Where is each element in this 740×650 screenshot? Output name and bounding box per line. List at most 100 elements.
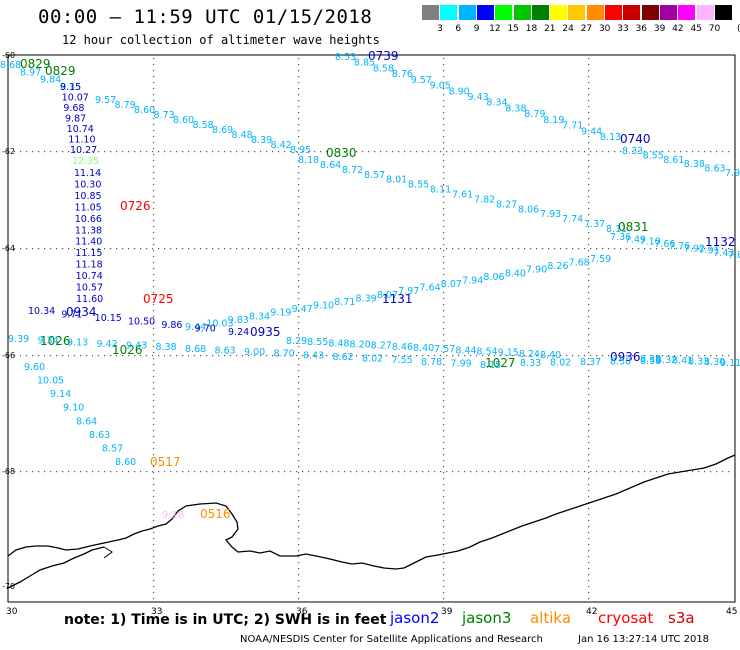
timestamp: Jan 16 13:27:14 UTC 2018 [578, 634, 710, 645]
wave-labels: 07398.538.858.588.769.579.058.909.438.34… [0, 49, 740, 521]
wave-height-label: 8.55 [643, 150, 664, 161]
legend-label: 24 [562, 24, 574, 34]
pass-time-label: 0740 [620, 132, 651, 146]
legend-label: 6 [455, 24, 462, 34]
wave-height-label: 9.84 [40, 75, 61, 86]
pass-time-label: 1131 [382, 292, 413, 306]
wave-height-label: 10.07 [62, 93, 89, 104]
wave-height-label: 8.29 [286, 336, 307, 347]
wave-height-label: 8.40 [505, 268, 526, 279]
legend-label: 39 [653, 24, 666, 34]
wave-height-label: 7.43 [713, 248, 734, 259]
wave-height-label: 8.58 [640, 356, 661, 367]
wave-height-label: 8.79 [524, 109, 545, 120]
wave-height-label: 9.47 [292, 304, 313, 315]
wave-height-label: 9.44 [581, 126, 602, 137]
legend-label: 21 [544, 24, 556, 34]
wave-height-label: 8.38 [156, 342, 177, 353]
satellite-cryosat: cryosat [598, 609, 654, 627]
wave-height-label: 7.61 [452, 190, 473, 201]
wave-height-label: 8.27 [371, 341, 392, 352]
wave-height-label: 7.55 [392, 355, 413, 366]
wave-height-label: 7.59 [590, 254, 611, 265]
wave-height-label: 8.61 [663, 155, 684, 166]
wave-height-label: 7.74 [562, 214, 583, 225]
lat-label: -70 [2, 582, 15, 591]
wave-height-label: 8.44 [455, 345, 476, 356]
wave-height-label: 9.24 [228, 327, 249, 338]
wave-height-label: 8.42 [271, 140, 292, 151]
wave-height-label: 8.13 [600, 132, 621, 143]
wave-height-label: 8.33 [688, 356, 709, 367]
wave-height-label: 8.15 [480, 360, 501, 371]
credit-line: NOAA/NESDIS Center for Satellite Applica… [240, 634, 543, 645]
wave-height-label: 8.33 [622, 146, 643, 157]
wave-height-label: 8.24 [519, 349, 540, 360]
wave-height-label: 9.71 [61, 310, 82, 321]
legend-swatch [440, 5, 458, 20]
graticule: -60 -62 -64 -66 -68 -70 30 33 36 39 42 45 [2, 51, 737, 617]
map-title: 00:00 – 11:59 UTC 01/15/2018 [38, 6, 373, 28]
wave-height-label: 8.30 [704, 357, 725, 368]
wave-height-label: 8.69 [212, 125, 233, 136]
legend-swatch [550, 5, 568, 20]
wave-height-label: 8.19 [543, 115, 564, 126]
coastline [7, 454, 736, 589]
lon-label: 45 [726, 607, 737, 617]
wave-height-label: 9.87 [65, 114, 86, 125]
wave-height-label: 9.15 [498, 348, 519, 359]
pass-time-label: 0830 [326, 146, 357, 160]
wave-height-label: 8.54 [477, 347, 498, 358]
wave-height-label: 8.95 [290, 145, 311, 156]
wave-height-label: 9.18 [162, 510, 184, 521]
wave-height-label: 7.10 [640, 237, 661, 248]
wave-height-label: 9.13 [67, 337, 88, 348]
wave-height-label: 8.41 [672, 356, 693, 367]
wave-height-label: 8.64 [320, 160, 341, 171]
wave-height-label: 9.83 [228, 315, 249, 326]
wave-height-label: 8.27 [496, 199, 517, 210]
wave-height-label: 8.34 [249, 311, 270, 322]
legend-swatch [495, 5, 513, 20]
wave-height-label: 9.42 [97, 339, 118, 350]
wave-height-label: 11.40 [75, 237, 102, 248]
pass-time-label: 0829 [20, 57, 51, 71]
legend-label: 18 [525, 24, 538, 34]
wave-height-label: 9.05 [430, 81, 451, 92]
wave-height-label: 8.60 [134, 105, 155, 116]
legend-swatch [586, 5, 604, 20]
wave-height-label: 9.43 [468, 92, 489, 103]
wave-height-label: 7.97 [398, 286, 419, 297]
wave-height-label: 8.63 [89, 430, 110, 441]
wave-height-label: 7.66 [654, 239, 675, 250]
pass-time-label: 0516 [200, 507, 231, 521]
satellite-jason2: jason2 [390, 609, 440, 627]
legend-label: 70 [708, 24, 721, 34]
wave-height-label: 8.06 [483, 272, 504, 283]
wave-height-label: 9.34 [38, 336, 59, 347]
wave-height-label: 7.92 [684, 243, 705, 254]
wave-height-label: 9.14 [50, 389, 71, 400]
wave-height-label: 10.74 [76, 271, 103, 282]
legend-label: 45 [690, 24, 702, 34]
lon-label: 30 [6, 607, 18, 617]
wave-height-label: 10.74 [67, 124, 94, 135]
wave-height-label: 11.10 [68, 135, 95, 146]
wave-height-label: 8.06 [518, 204, 539, 215]
wave-height-label: 9.70 [195, 324, 216, 335]
pass-time-label: 0936 [610, 350, 641, 364]
wave-height-label: 9.44 [185, 322, 206, 333]
wave-height-label: 9.57 [95, 95, 116, 106]
wave-height-label: 10.34 [28, 306, 55, 317]
wave-height-label: 9.60 [24, 362, 45, 373]
wave-height-label: 8.78 [421, 357, 442, 368]
wave-height-label: 11.18 [75, 260, 102, 271]
pass-time-label: 0739 [368, 49, 399, 63]
legend-label: 12 [489, 24, 501, 34]
satellite-altika: altika [530, 609, 572, 627]
wave-height-label: 8.33 [520, 358, 541, 369]
wave-height-label: 8.07 [441, 279, 462, 290]
lon-label: 42 [586, 607, 597, 617]
wave-height-label: 8.58 [373, 63, 394, 74]
pass-time-label: 0935 [250, 325, 281, 339]
